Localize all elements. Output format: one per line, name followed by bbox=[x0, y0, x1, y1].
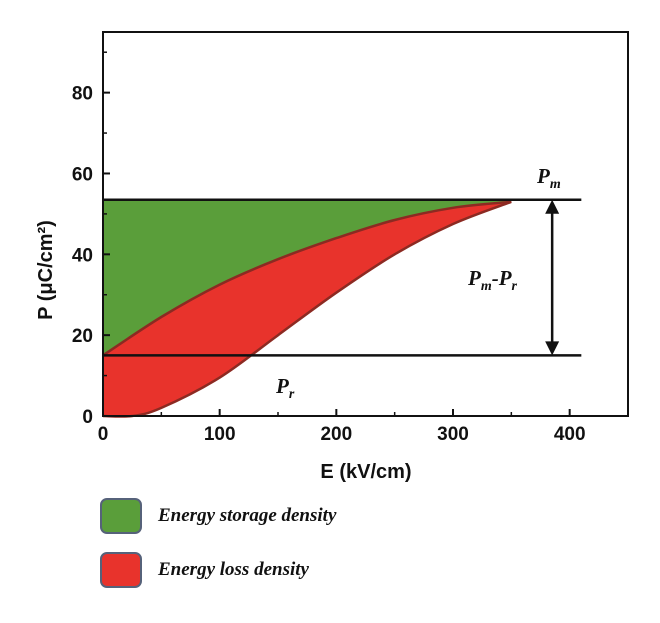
energy-storage-region bbox=[103, 199, 512, 356]
legend-item-loss: Energy loss density bbox=[100, 552, 309, 588]
reference-lines bbox=[103, 198, 582, 357]
x-axis: 0 100 200 300 400 bbox=[98, 409, 586, 445]
x-tick-label: 0 bbox=[98, 424, 109, 445]
energy-loss-region bbox=[103, 201, 512, 417]
lower-branch-curve bbox=[102, 200, 512, 418]
y-axis: 0 20 40 60 80 bbox=[72, 51, 110, 428]
plot-area bbox=[102, 199, 512, 418]
legend-label-loss: Energy loss density bbox=[158, 559, 309, 580]
annotation-pm-minus-pr: Pm-Pr bbox=[467, 266, 518, 294]
x-tick-label: 200 bbox=[320, 424, 352, 445]
x-axis-label: E (kV/cm) bbox=[320, 461, 411, 483]
legend-swatch-storage bbox=[100, 498, 142, 534]
y-tick-label: 60 bbox=[72, 164, 93, 185]
y-tick-label: 0 bbox=[82, 407, 93, 428]
y-tick-label: 20 bbox=[72, 326, 93, 347]
y-axis-label: P (μC/cm²) bbox=[35, 220, 57, 320]
legend-label-storage: Energy storage density bbox=[158, 505, 337, 526]
x-tick-label: 300 bbox=[437, 424, 469, 445]
y-tick-label: 80 bbox=[72, 84, 93, 105]
plot-frame bbox=[102, 31, 629, 417]
arrow-head-down bbox=[545, 341, 560, 356]
annotation-pm: Pm bbox=[536, 164, 561, 192]
upper-branch-curve bbox=[102, 200, 512, 357]
x-tick-label: 100 bbox=[204, 424, 236, 445]
annotation-pr: Pr bbox=[275, 374, 295, 402]
y-tick-label: 40 bbox=[72, 245, 93, 266]
legend-swatch-loss bbox=[100, 552, 142, 588]
arrow-head-up bbox=[545, 199, 560, 214]
x-tick-label: 400 bbox=[554, 424, 586, 445]
legend-item-storage: Energy storage density bbox=[100, 498, 336, 534]
